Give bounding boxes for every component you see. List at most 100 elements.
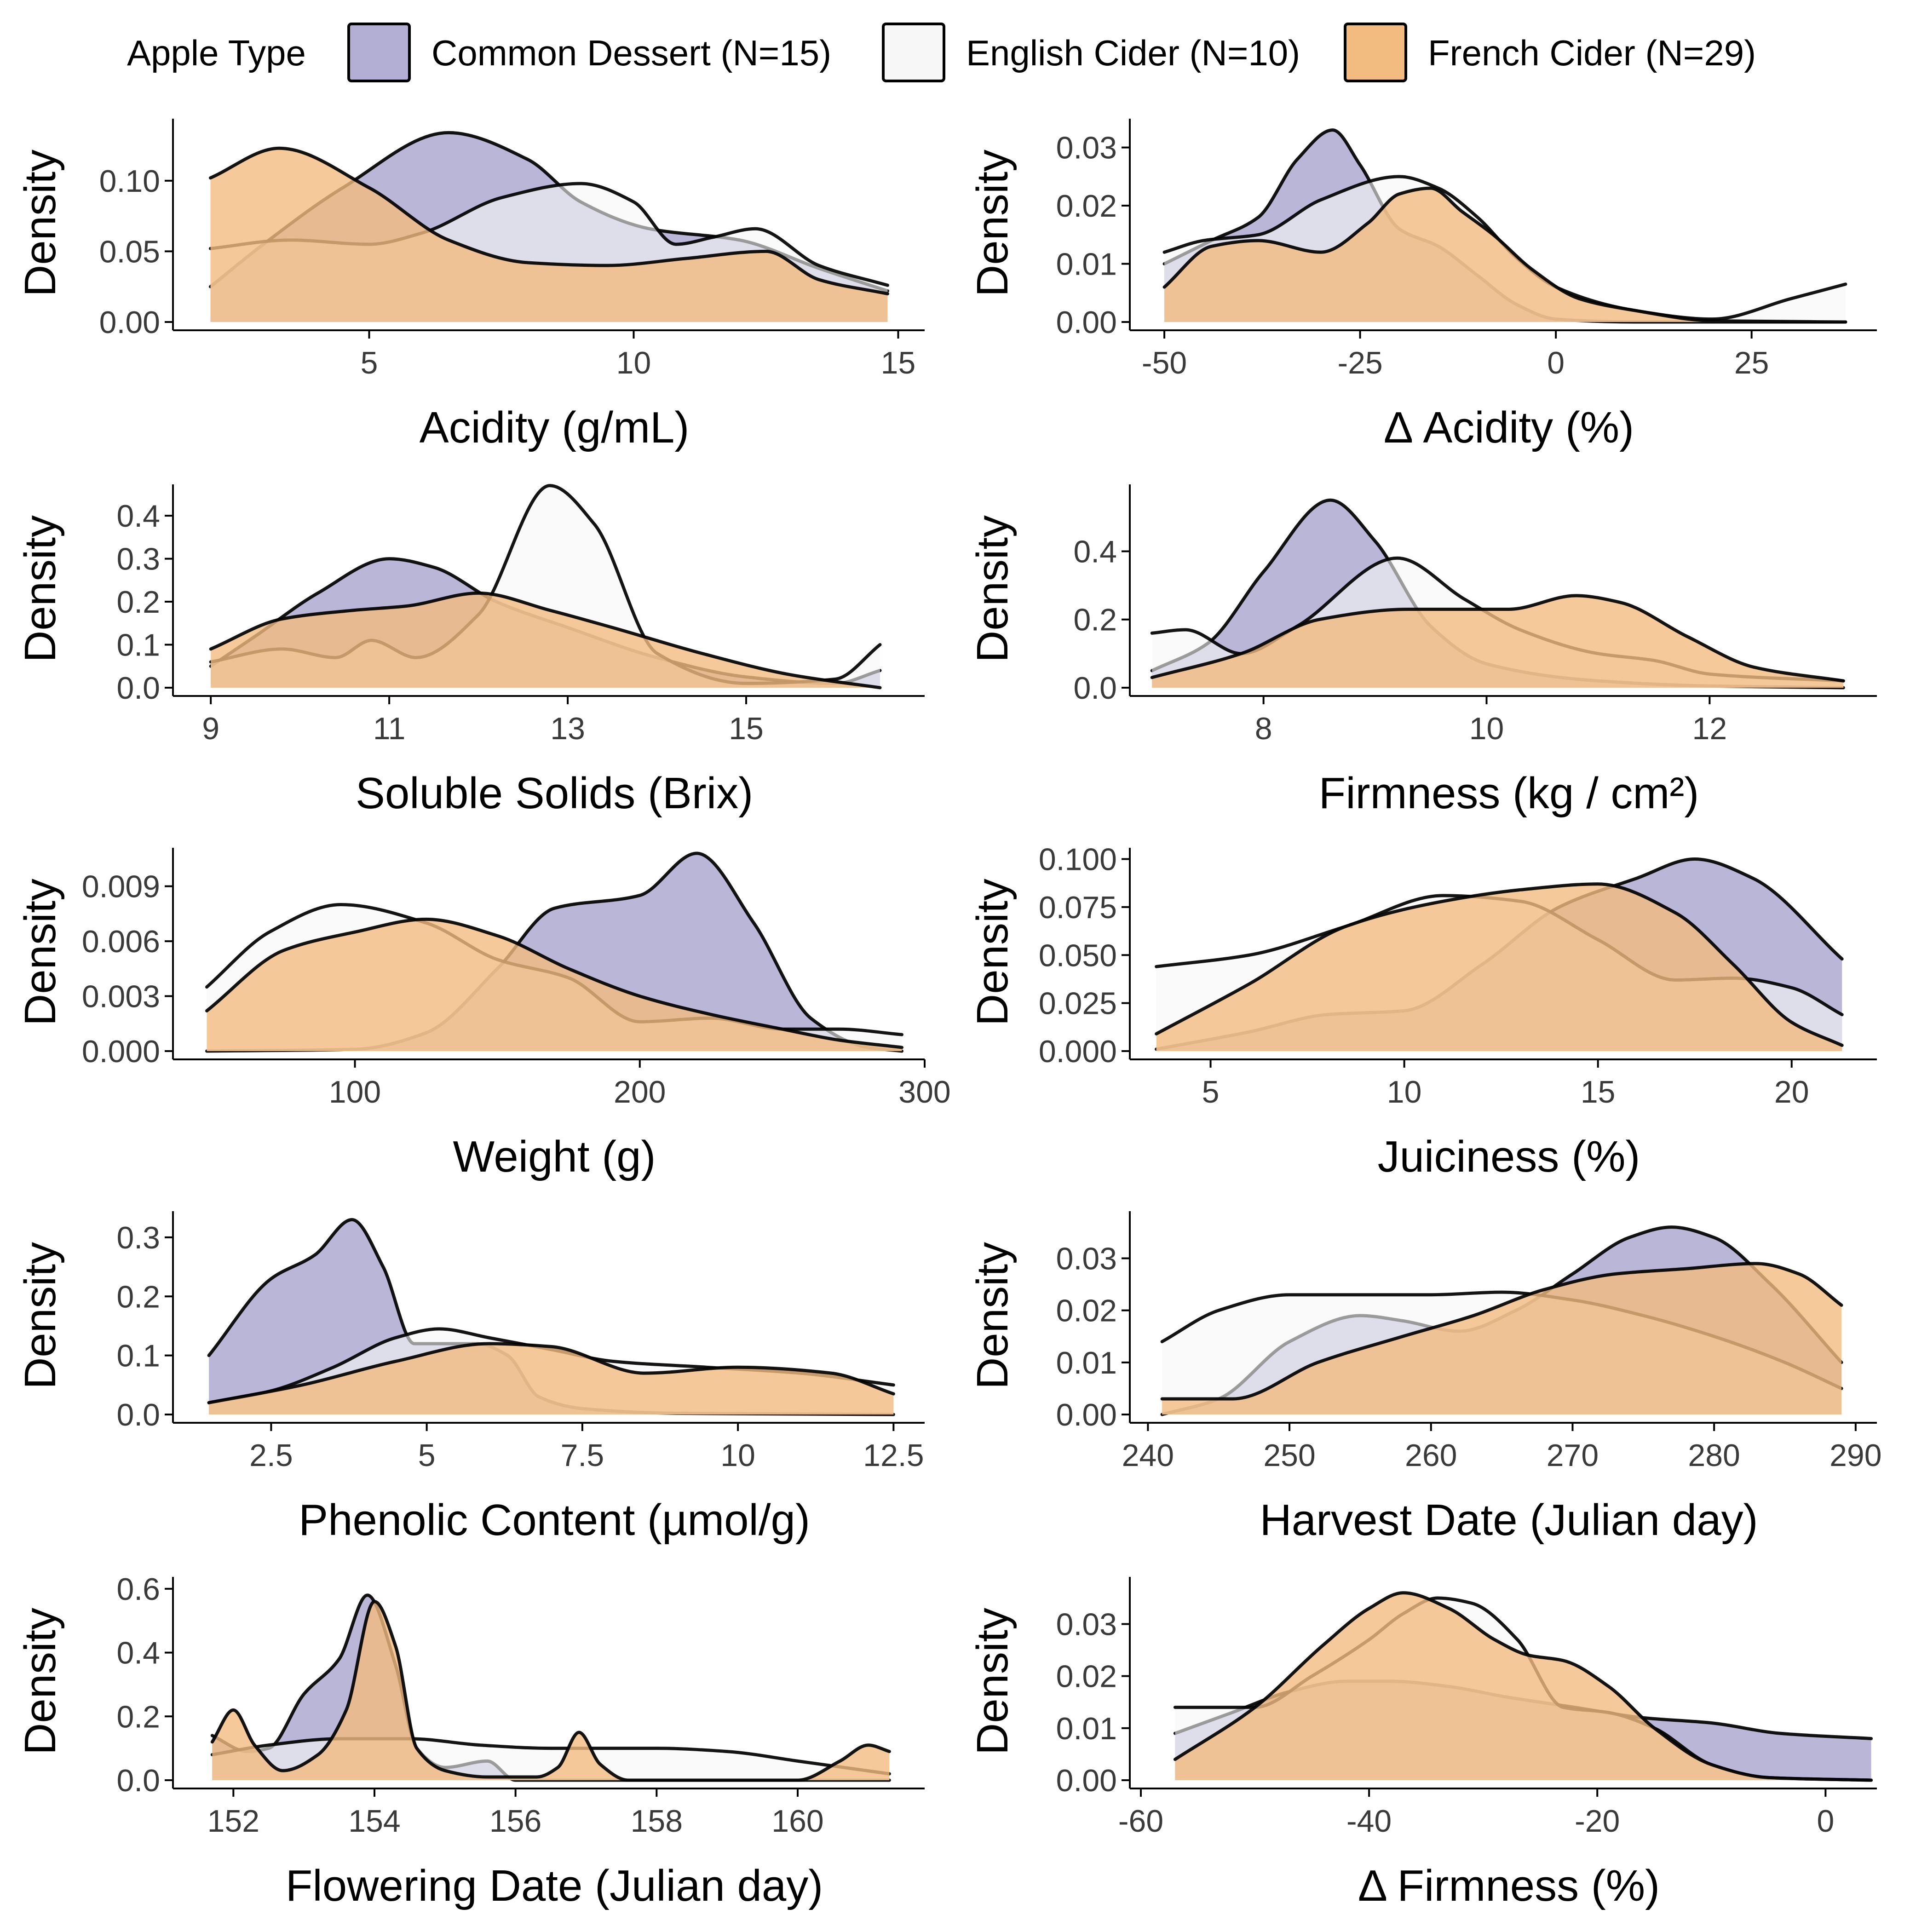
y-tick-label: 0.000 [1039, 1034, 1117, 1069]
y-tick-label: 0.1 [116, 628, 160, 663]
panel-harvest-date-julian-day: 240 250 260 270 280 290 0.00 0.01 0.02 0.03 Harves… [968, 1211, 1882, 1545]
panel-acidity: -50 -25 0 25 0.00 0.01 0.02 0.03 Δ Acidity (%) De… [968, 119, 1877, 452]
x-axis-title: Flowering Date (Julian day) [286, 1861, 823, 1910]
legend: Apple Type Common Dessert (N=15) English… [127, 23, 1756, 82]
x-tick-label: 280 [1688, 1438, 1740, 1473]
density-area-french-cider [211, 593, 880, 688]
x-tick-label: 152 [207, 1804, 259, 1839]
x-axis-title: Harvest Date (Julian day) [1260, 1495, 1758, 1545]
density-area-french-cider [1164, 188, 1846, 322]
y-tick-label: 0.02 [1056, 1294, 1117, 1328]
density-area-french-cider [207, 919, 902, 1051]
y-tick-label: 0.003 [82, 979, 160, 1014]
density-line-french-cider [210, 1600, 891, 1782]
x-axis-title: Δ Acidity (%) [1384, 403, 1634, 452]
density-line-french-cider [1162, 186, 1847, 324]
x-tick-label: 8 [1255, 711, 1272, 746]
panel-phenolic-content-mol-g: 2.5 5 7.5 10 12.5 0.0 0.1 0.2 0.3 Phenolic Conten… [16, 1211, 925, 1545]
density-area-french-cider [209, 1343, 894, 1414]
y-tick-label: 0.03 [1056, 131, 1117, 166]
x-tick-label: 2.5 [249, 1438, 293, 1473]
density-line-english-cider [210, 1737, 891, 1776]
x-tick-label: 5 [1202, 1075, 1220, 1110]
x-tick-label: 10 [1387, 1075, 1422, 1110]
density-area-french-cider [1162, 1263, 1842, 1414]
y-tick-label: 0.00 [1056, 1397, 1117, 1432]
density-area-french-cider [212, 1601, 890, 1780]
x-tick-label: 9 [202, 711, 219, 746]
legend-swatch-common-dessert [347, 23, 411, 82]
y-axis-title: Density [16, 150, 65, 297]
panel-acidity-g-ml: 5 10 15 0.00 0.05 0.10 Acidity (g/mL) Density [16, 119, 925, 452]
x-tick-label: 260 [1405, 1438, 1457, 1473]
panel-weight-g: 100 200 300 0.000 0.003 0.006 0.009 Weight (g) D… [16, 848, 951, 1181]
y-tick-label: 0.01 [1056, 1346, 1117, 1380]
x-tick-label: 10 [720, 1438, 755, 1473]
panel-soluble-solids-brix: 9 11 13 15 0.0 0.1 0.2 0.3 0.4 Soluble Solids (Br… [16, 484, 925, 818]
x-tick-label: 5 [418, 1438, 436, 1473]
x-tick-label: 300 [898, 1075, 950, 1110]
y-tick-label: 0.00 [99, 305, 160, 340]
y-axis-title: Density [16, 515, 65, 662]
x-tick-label: 154 [348, 1804, 400, 1839]
y-tick-label: 0.006 [82, 924, 160, 959]
x-tick-label: -60 [1118, 1804, 1163, 1839]
y-tick-label: 0.4 [1073, 534, 1117, 569]
x-tick-label: 156 [489, 1804, 541, 1839]
y-tick-label: 0.025 [1039, 986, 1117, 1021]
y-tick-label: 0.075 [1039, 890, 1117, 925]
y-tick-label: 0.01 [1056, 1711, 1117, 1746]
x-tick-label: 20 [1774, 1075, 1809, 1110]
x-tick-label: 10 [616, 345, 651, 380]
x-axis-title: Δ Firmness (%) [1358, 1861, 1660, 1910]
y-tick-label: 0.2 [1073, 603, 1117, 638]
x-tick-label: 5 [361, 345, 378, 380]
x-axis-title: Weight (g) [453, 1132, 656, 1181]
density-line-french-cider [209, 146, 889, 296]
y-tick-label: 0.00 [1056, 305, 1117, 340]
x-axis-title: Phenolic Content (µmol/g) [299, 1495, 810, 1545]
legend-swatch-french-cider [1344, 23, 1407, 82]
x-tick-label: 11 [373, 711, 406, 746]
y-tick-label: 0.000 [82, 1034, 160, 1069]
y-axis-title: Density [16, 1608, 65, 1755]
density-line-french-cider [1160, 1262, 1843, 1401]
y-tick-label: 0.3 [116, 542, 160, 577]
x-axis-title: Acidity (g/mL) [420, 403, 690, 452]
y-tick-label: 0.0 [116, 1397, 160, 1432]
y-tick-label: 0.03 [1056, 1607, 1117, 1642]
x-tick-label: 25 [1734, 345, 1769, 380]
density-area-french-cider [1156, 884, 1842, 1051]
density-line-french-cider [209, 591, 882, 690]
x-tick-label: 15 [1581, 1075, 1616, 1110]
legend-label-french-cider: French Cider (N=29) [1428, 33, 1756, 73]
x-axis-title: Firmness (kg / cm²) [1319, 769, 1699, 818]
x-tick-label: 160 [771, 1804, 823, 1839]
density-area-english-cider [211, 485, 880, 688]
x-tick-label: 250 [1263, 1438, 1315, 1473]
y-tick-label: 0.01 [1056, 247, 1117, 282]
y-tick-label: 0.050 [1039, 938, 1117, 973]
y-axis-title: Density [16, 879, 65, 1026]
y-axis-title: Density [968, 150, 1017, 297]
x-tick-label: 12.5 [863, 1438, 924, 1473]
y-tick-label: 0.0 [116, 1763, 160, 1798]
y-tick-label: 0.0 [116, 671, 160, 706]
y-tick-label: 0.2 [116, 1699, 160, 1734]
panel-juiciness: 5 10 15 20 0.000 0.025 0.050 0.075 0.100 Juicines… [968, 842, 1877, 1181]
x-axis-title: Soluble Solids (Brix) [356, 769, 753, 818]
x-tick-label: -50 [1142, 345, 1187, 380]
panel-firmness-kg-cm: 8 10 12 0.0 0.2 0.4 Firmness (kg / cm²) Density [968, 484, 1877, 818]
legend-title: Apple Type [127, 33, 306, 73]
legend-label-common-dessert: Common Dessert (N=15) [431, 33, 831, 73]
density-area-common-dessert [207, 853, 902, 1051]
legend-label-english-cider: English Cider (N=10) [966, 33, 1300, 73]
y-tick-label: 0.0 [1073, 671, 1117, 706]
x-axis-title: Juiciness (%) [1378, 1132, 1640, 1181]
y-tick-label: 0.4 [116, 499, 160, 534]
y-tick-label: 0.100 [1039, 842, 1117, 877]
y-axis-title: Density [968, 1242, 1017, 1389]
x-tick-label: 240 [1122, 1438, 1174, 1473]
y-tick-label: 0.05 [99, 234, 160, 269]
